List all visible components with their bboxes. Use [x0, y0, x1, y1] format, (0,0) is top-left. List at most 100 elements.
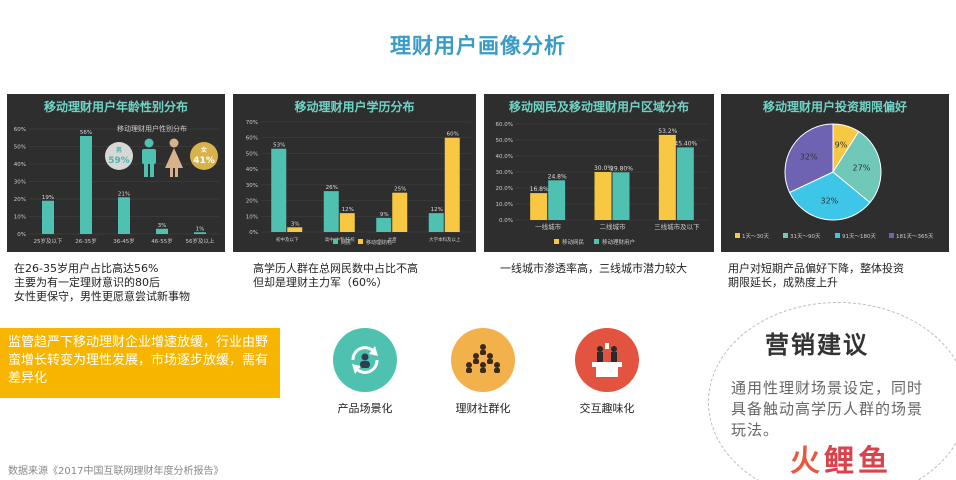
legend-swatch [735, 233, 740, 238]
feature-label: 理财社群化 [455, 402, 511, 415]
bar [428, 213, 444, 232]
female-badge: 女 41% [190, 142, 218, 170]
age-caption-line: 主要为有一定理财意识的80后 [14, 276, 160, 289]
watermark-part: 鲤鱼 [824, 444, 892, 479]
refresh-user-icon [333, 328, 397, 392]
pie-slice [832, 130, 882, 204]
feature-label: 交互趣味化 [579, 402, 635, 415]
x-tick-label: 36-45岁 [113, 237, 134, 245]
watermark-logo: 火鲤鱼 [790, 436, 892, 480]
data-label: 12% [431, 207, 443, 213]
data-label: 9% [380, 212, 389, 218]
y-tick-label: 0% [17, 232, 26, 238]
edu-caption: 高学历人群在总网民数中占比不高 但却是理财主力军（60%） [253, 262, 418, 290]
y-tick-label: 40.0% [496, 154, 513, 160]
bar [658, 134, 676, 220]
legend-swatch [835, 233, 840, 238]
female-label: 女 [200, 147, 207, 154]
legend-label: 1天～30天 [742, 233, 769, 240]
y-tick-label: 30.0% [496, 170, 513, 176]
region-caption: 一线城市渗透率高，三线城市潜力较大 [500, 262, 687, 276]
y-tick-label: 40% [246, 167, 258, 173]
x-tick-label: 一线城市 [535, 222, 562, 231]
bar [444, 137, 460, 232]
bar [118, 197, 130, 234]
y-tick-label: 30% [246, 183, 258, 189]
term-chart-title: 移动理财用户投资期限偏好 [762, 100, 907, 114]
bar [271, 148, 287, 232]
legend-label: 移动网民 [562, 238, 585, 246]
education-bar-chart: 0% 10% 20% 30% 40% 50% 60% 70% 53% 3% 初中及以下 26% 12% 高… [246, 120, 471, 246]
male-value: 59% [108, 156, 130, 166]
bar [194, 232, 206, 234]
term-caption: 用户对短期产品偏好下降，整体投资 期限延长，成熟度上升 [728, 262, 904, 290]
pie-slice [784, 123, 834, 194]
feature-product-scenario: 产品场景化 [320, 328, 410, 416]
podium-interaction-icon [575, 328, 639, 392]
region-chart-panel: 移动网民及移动理财用户区域分布 0.0% 10.0% 20.0% 30.0% 40.0%… [484, 94, 714, 252]
y-tick-label: 10% [14, 215, 26, 221]
advice-title: 营销建议 [765, 331, 869, 359]
x-tick-label: 26-35岁 [75, 237, 96, 245]
bar [376, 217, 392, 232]
pie-slice [788, 171, 871, 221]
y-tick-label: 60.0% [496, 122, 513, 128]
data-label: 56% [80, 130, 92, 136]
slice-label: 32% [800, 153, 818, 162]
x-tick-label: 三线城市及以下 [654, 222, 700, 231]
data-label: 24.8% [548, 173, 567, 180]
x-tick-label: 大专 [388, 236, 397, 243]
term-chart-panel: 移动理财用户投资期限偏好 9% 27% 32% 32% 1天～30天 31天～90天 91天… [721, 94, 949, 252]
legend-swatch [594, 239, 599, 244]
legend-swatch [889, 233, 894, 238]
advice-circle [708, 302, 956, 480]
feature-label: 产品场景化 [337, 402, 393, 415]
y-tick-label: 10% [246, 214, 258, 220]
data-label: 53% [273, 143, 285, 149]
data-label: 3% [291, 221, 300, 227]
bar [323, 191, 339, 232]
bar [594, 172, 612, 220]
male-label: 男 [115, 147, 122, 154]
age-caption: 在26-35岁用户占比高达56% 主要为有一定理财意识的80后 女性更保守，男性… [14, 262, 190, 304]
y-tick-label: 60% [246, 136, 258, 142]
data-label: 3% [158, 223, 167, 229]
age-caption-line: 在26-35岁用户占比高达56% [14, 262, 159, 275]
bar [676, 147, 694, 220]
edu-chart-title: 移动理财用户学历分布 [294, 100, 415, 114]
edu-caption-line: 高学历人群在总网民数中占比不高 [253, 262, 418, 275]
data-label: 1% [196, 226, 205, 232]
legend-label: 91天～180天 [842, 233, 876, 240]
y-tick-label: 50% [246, 151, 258, 157]
y-tick-label: 40% [14, 162, 26, 168]
page-title: 理财用户画像分析 [390, 34, 566, 58]
bar [339, 213, 355, 232]
slice-label: 27% [853, 163, 871, 172]
y-tick-label: 20% [246, 199, 258, 205]
legend-label: 181天～365天 [896, 233, 934, 240]
y-tick-label: 0% [249, 230, 258, 236]
x-tick-label: 25岁及以下 [34, 237, 63, 245]
legend-label: 31天～90天 [790, 233, 821, 240]
x-tick-label: 初中及以下 [276, 236, 299, 243]
data-label: 60% [447, 132, 459, 138]
data-label: 21% [118, 191, 130, 197]
x-tick-label: 56岁及以上 [186, 237, 215, 245]
bar [42, 200, 54, 234]
term-caption-line: 期限延长，成熟度上升 [728, 276, 838, 289]
y-tick-label: 0.0% [499, 218, 513, 224]
legend-swatch [358, 239, 363, 244]
legend-swatch [783, 233, 788, 238]
region-caption-line: 一线城市渗透率高，三线城市潜力较大 [500, 262, 687, 275]
data-label: 16.8% [530, 186, 549, 193]
y-tick-label: 50.0% [496, 138, 513, 144]
x-tick-label: 高中/中专/技校 [325, 236, 356, 243]
legend-swatch [554, 239, 559, 244]
market-banner: 监管趋严下移动理财企业增速放缓，行业由野蛮增长转变为理性发展，市场逐步放缓，需有… [0, 328, 280, 398]
slice-label: 9% [835, 140, 848, 149]
age-chart-title: 移动理财用户年龄性别分布 [43, 100, 188, 114]
female-value: 41% [193, 156, 215, 166]
legend-label: 移动理财用户 [366, 239, 396, 246]
y-tick-label: 60% [14, 127, 26, 133]
y-tick-label: 20.0% [496, 186, 513, 192]
